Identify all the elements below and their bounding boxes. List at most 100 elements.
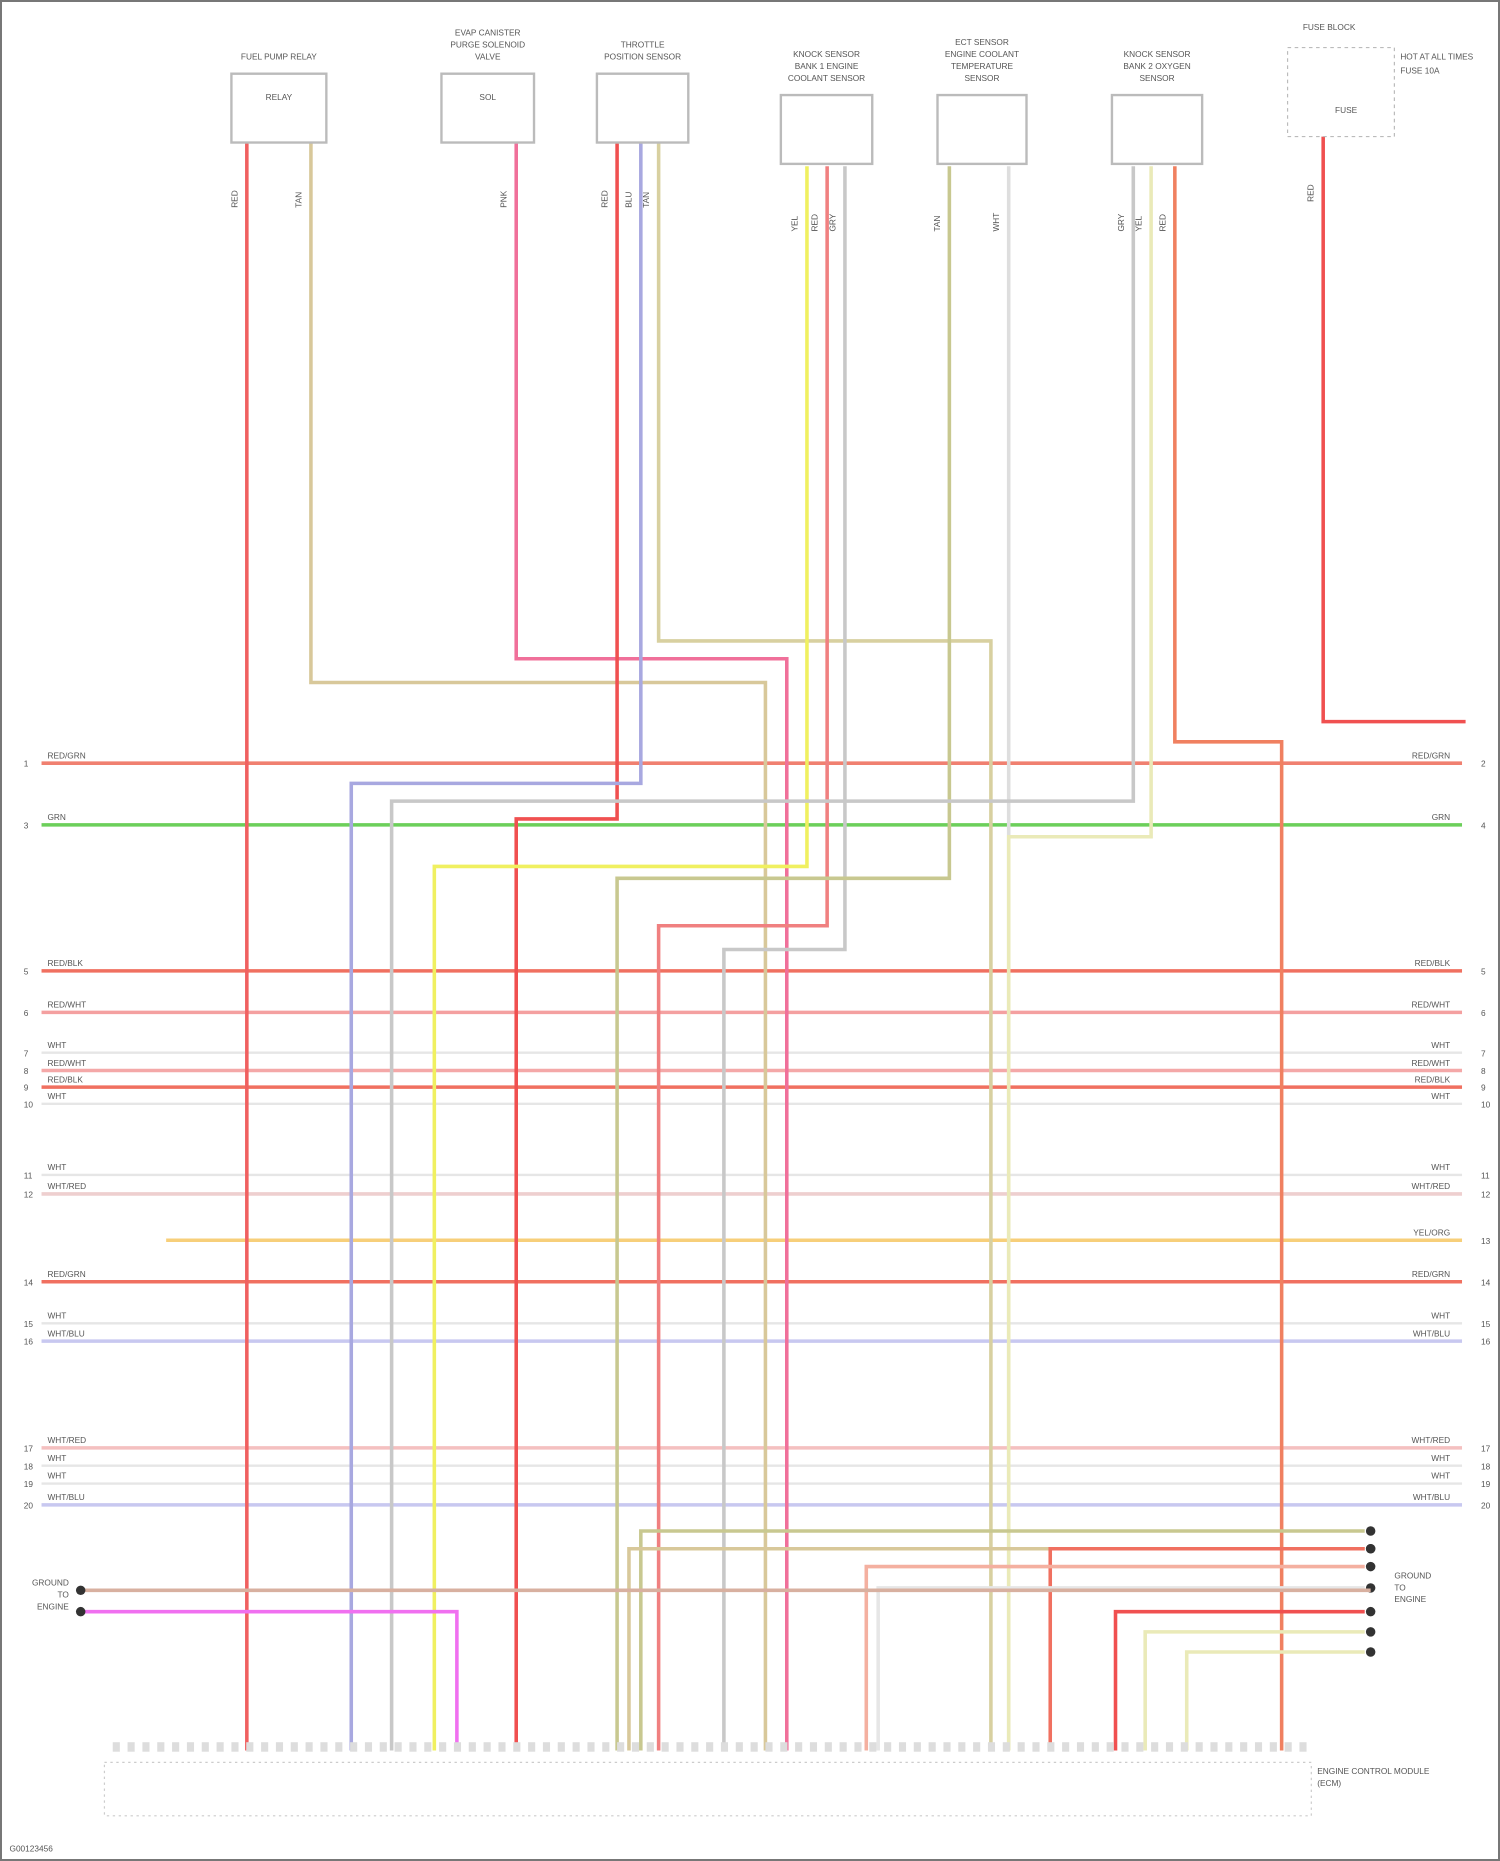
component-box (440, 72, 536, 144)
bus-right-pin: 15 (1481, 1319, 1491, 1329)
bus-right-pin: 8 (1481, 1066, 1486, 1076)
bus-right-label: WHT/RED (1411, 1435, 1450, 1445)
connector-pin (350, 1742, 358, 1752)
connector-pin (1165, 1742, 1174, 1752)
wire (656, 166, 829, 1751)
connector-pin (513, 1742, 521, 1752)
bus-right-label: RED/GRN (1412, 1269, 1450, 1279)
bus-right-pin: 10 (1481, 1099, 1491, 1109)
connector-pin (394, 1742, 402, 1752)
connector-pin (424, 1742, 432, 1752)
bus-left-pin: 8 (24, 1066, 29, 1076)
bus-left-pin: 17 (24, 1443, 34, 1453)
bus-right-pin: 16 (1481, 1337, 1491, 1347)
bus-right-pin: 7 (1481, 1048, 1486, 1058)
bus-right-pin: 2 (1481, 759, 1486, 769)
connector-pin (542, 1742, 551, 1752)
connector-pin (1032, 1742, 1040, 1752)
wire-color-label: YEL (789, 215, 799, 231)
connector-pin (854, 1742, 862, 1752)
bus-right-label: WHT/RED (1411, 1181, 1450, 1191)
connector-pin (1210, 1742, 1218, 1752)
ecm-connector (103, 1761, 1312, 1817)
connector-pin (231, 1742, 239, 1752)
bus-left-label: RED/BLK (47, 1074, 83, 1084)
connector-pin (1002, 1742, 1010, 1752)
component-label: ENGINE COOLANT (945, 49, 1019, 59)
wire (1143, 1630, 1365, 1751)
connector-pin (869, 1742, 877, 1752)
wire-color-label: WHT (991, 213, 1001, 232)
wire (389, 166, 1136, 1751)
wire-color-label: GRY (827, 213, 837, 231)
wire-color-label: RED (229, 190, 239, 208)
bus-left-pin: 3 (24, 820, 29, 830)
connector-pin (973, 1742, 981, 1752)
connector-pin (290, 1742, 298, 1752)
fuse-label: HOT AT ALL TIMES (1400, 51, 1473, 61)
component-4: KNOCK SENSOR BANK 1 ENGINE COOLANT SENSOR (779, 49, 874, 166)
connector-pin (1195, 1742, 1203, 1752)
bus-right-label: WHT (1431, 1453, 1450, 1463)
bus-left-label: RED/GRN (47, 750, 85, 760)
connector-pin (1269, 1742, 1277, 1752)
connector-pin (1254, 1742, 1263, 1752)
connector-pin (691, 1742, 699, 1752)
connector-pin (602, 1742, 610, 1752)
connector-pin (172, 1742, 180, 1752)
connector-pin (261, 1742, 269, 1752)
wire (1184, 1650, 1365, 1751)
bus-right-pin: 18 (1481, 1461, 1491, 1471)
component-1: FUEL PUMP RELAY RELAY (230, 51, 328, 144)
connector-pin (1106, 1742, 1114, 1752)
bus-left-pin: 11 (24, 1171, 33, 1181)
connector-pin (201, 1742, 209, 1752)
fuse-block (1286, 46, 1395, 138)
connector-pin (320, 1742, 328, 1752)
bus-left-pin: 20 (24, 1500, 34, 1510)
bus-right-label: GRN (1432, 812, 1450, 822)
connector-pin (839, 1742, 847, 1752)
splice-dot (75, 1606, 86, 1617)
bus-right-pin: 11 (1481, 1171, 1490, 1181)
connector-pin (617, 1742, 625, 1752)
connector-pin (765, 1742, 773, 1752)
bus-left-label: GRN (47, 812, 65, 822)
connector-pin (646, 1742, 654, 1752)
wire (615, 166, 952, 1751)
connector-pin (275, 1742, 284, 1752)
connector-pin (572, 1742, 580, 1752)
bus-right-pin: 6 (1481, 1008, 1486, 1018)
bus-left-label: RED/WHT (47, 1058, 86, 1068)
wire-color-label: PNK (499, 190, 509, 208)
ground-wire (80, 1609, 459, 1751)
connector-pin (498, 1742, 506, 1752)
wire (1173, 166, 1284, 1751)
bus-left-label: WHT/RED (47, 1181, 86, 1191)
connector-pin (898, 1742, 907, 1752)
wire-color-label: TAN (932, 216, 942, 232)
connector-pin (127, 1742, 135, 1752)
wire (432, 166, 809, 1751)
bus-left-pin: 7 (24, 1048, 29, 1058)
ground-left-label: TO (57, 1589, 69, 1599)
bus-right-pin: 9 (1481, 1083, 1486, 1093)
component-label: BANK 2 OXYGEN (1123, 61, 1190, 71)
connector-pin (409, 1742, 417, 1752)
bus-left-pin: 15 (24, 1319, 34, 1329)
connector-pin (913, 1742, 921, 1752)
fuse-block-label: FUSE BLOCK (1303, 22, 1356, 32)
connector-pin (364, 1742, 373, 1752)
footer-code: G00123456 (9, 1843, 53, 1853)
component-label: BANK 1 ENGINE (795, 61, 859, 71)
splice-dot (1365, 1544, 1376, 1554)
connector-pin (943, 1742, 951, 1752)
wire-color-label: TAN (641, 192, 651, 208)
bus-right-label: RED/BLK (1415, 1074, 1451, 1084)
bus-right-pin: 12 (1481, 1190, 1491, 1200)
bus-left-label: WHT/RED (47, 1435, 86, 1445)
wire-color-label: RED (810, 214, 820, 232)
component-label: POSITION SENSOR (604, 51, 681, 61)
